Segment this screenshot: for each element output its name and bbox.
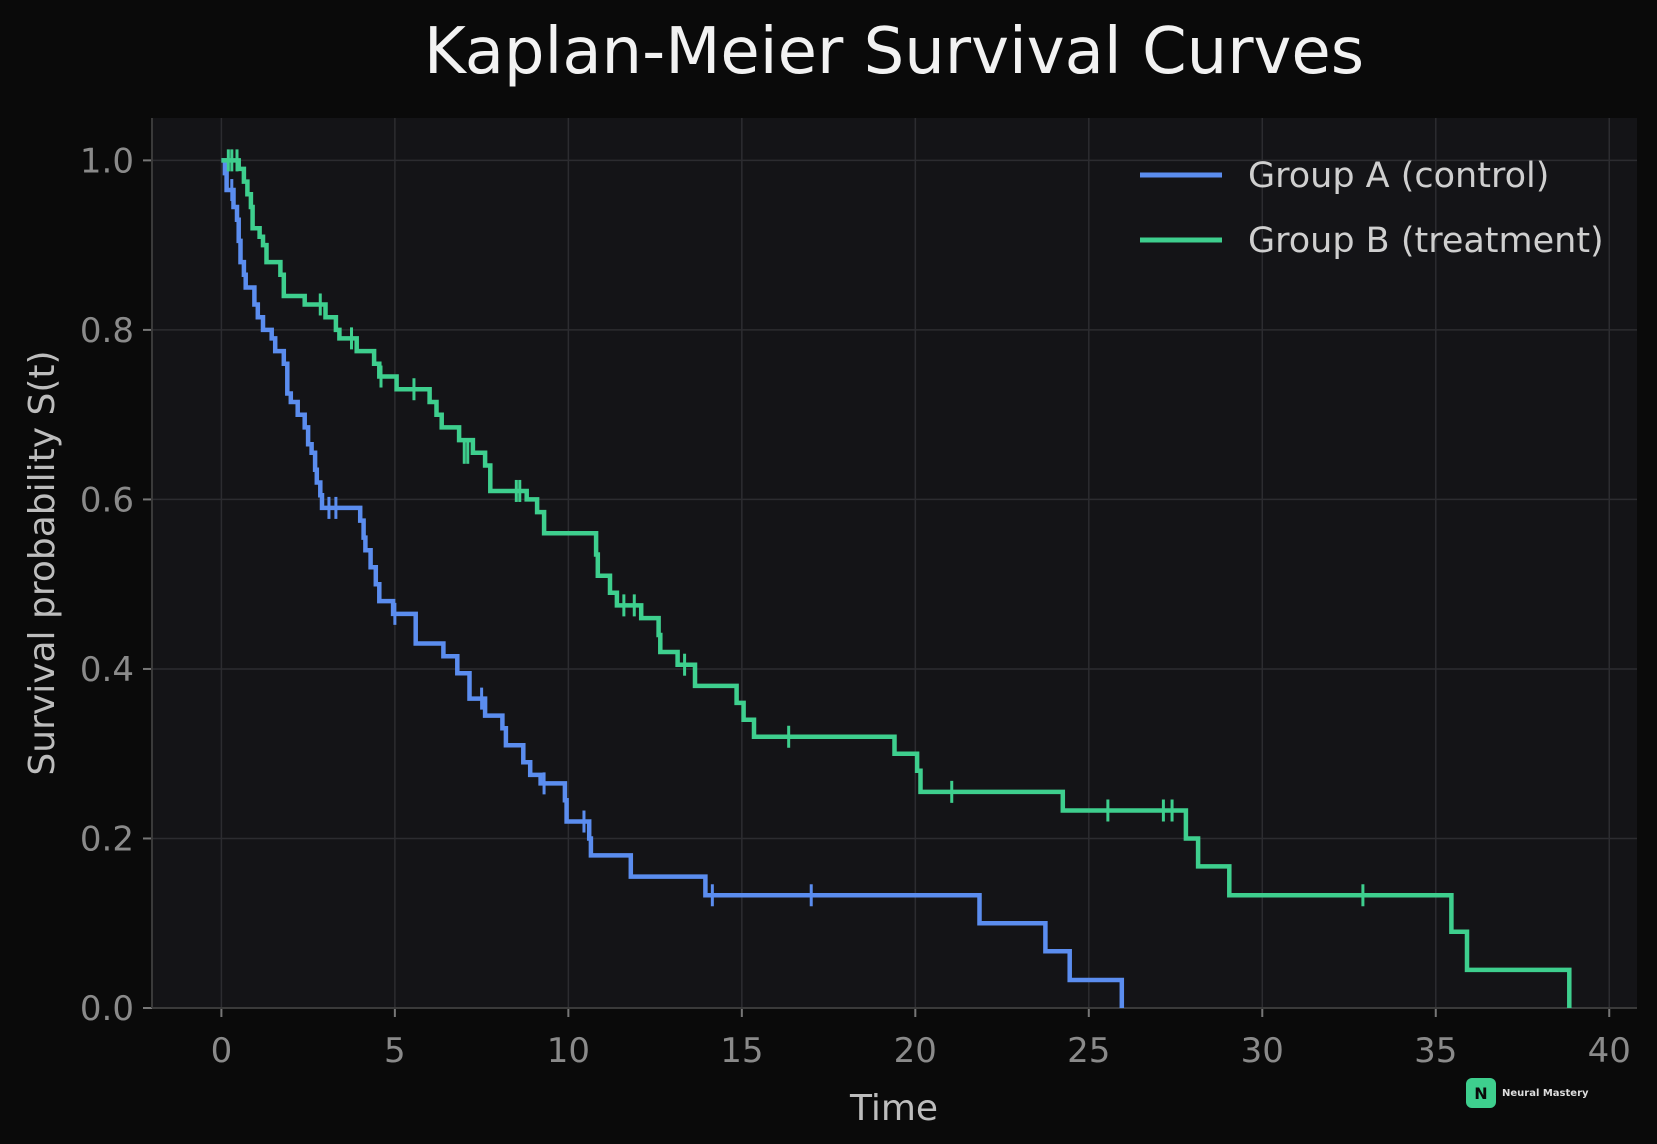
x-tick-label: 20 <box>894 1031 937 1071</box>
y-tick-label: 0.0 <box>80 989 134 1029</box>
x-tick-label: 35 <box>1414 1031 1457 1071</box>
x-tick-label: 5 <box>384 1031 406 1071</box>
y-tick-label: 0.8 <box>80 311 134 351</box>
y-tick-label: 0.6 <box>80 480 134 520</box>
legend-label: Group B (treatment) <box>1248 221 1604 261</box>
y-tick-label: 0.2 <box>80 819 134 859</box>
legend-label: Group A (control) <box>1248 156 1549 196</box>
x-tick-label: 15 <box>720 1031 763 1071</box>
axes: 0 5 10 15 20 25 30 35 40 0.0 0.2 0.4 0.6 0.8 1.0 <box>80 118 1637 1071</box>
watermark: N Neural Mastery <box>1466 1078 1589 1108</box>
plot-area <box>152 118 1637 1008</box>
x-tick-label: 0 <box>211 1031 233 1071</box>
y-axis-label: Survival probability S(t) <box>22 350 63 775</box>
legend: Group A (control) Group B (treatment) <box>1140 156 1604 261</box>
y-tick-label: 0.4 <box>80 650 134 690</box>
watermark-badge-icon <box>1466 1078 1496 1108</box>
x-tick-label: 10 <box>547 1031 590 1071</box>
chart-title: Kaplan-Meier Survival Curves <box>424 15 1364 89</box>
x-tick-label: 30 <box>1241 1031 1284 1071</box>
x-tick-label: 25 <box>1067 1031 1110 1071</box>
series-group <box>221 158 1125 1008</box>
survival-curve <box>221 158 1572 1008</box>
watermark-letter: N <box>1474 1084 1487 1103</box>
x-axis-label: Time <box>849 1088 938 1129</box>
x-tick-label: 40 <box>1588 1031 1631 1071</box>
watermark-text: Neural Mastery <box>1502 1088 1589 1099</box>
survival-curve <box>221 158 1125 1008</box>
y-tick-label: 1.0 <box>80 141 134 181</box>
series-layer <box>221 149 1572 1008</box>
series-group <box>221 149 1572 1008</box>
